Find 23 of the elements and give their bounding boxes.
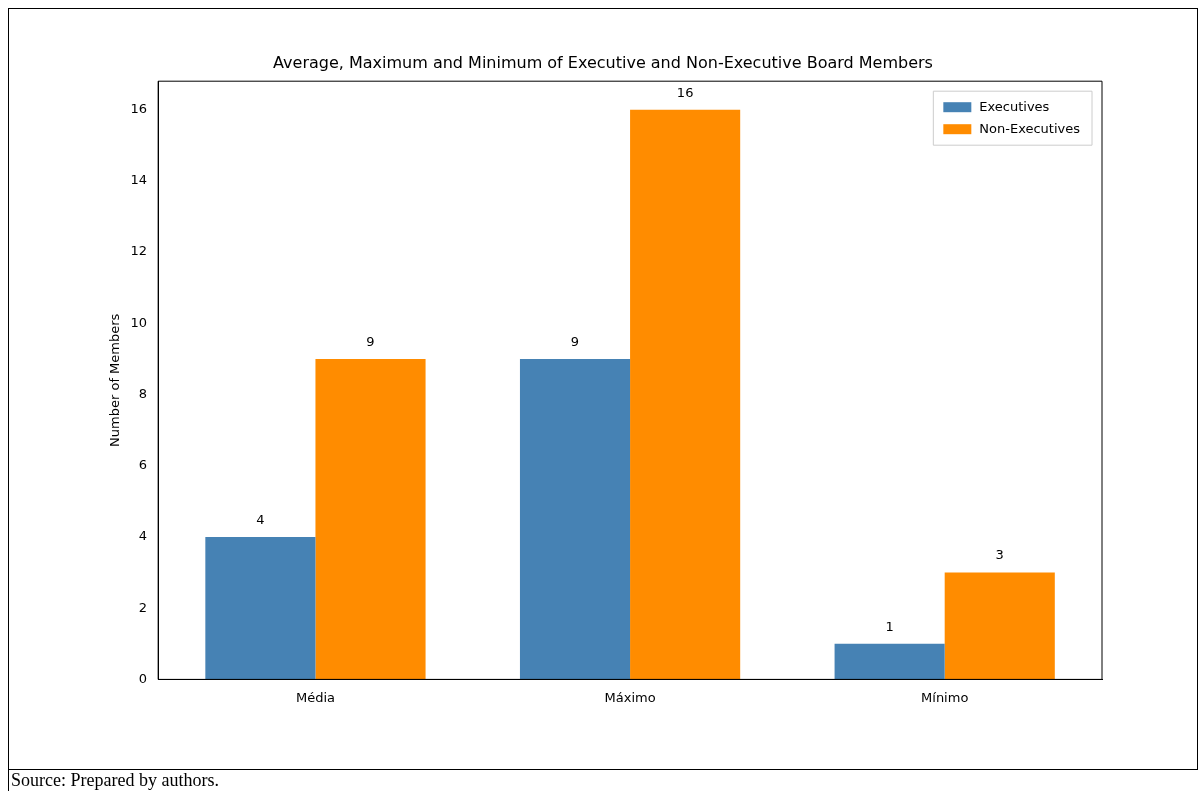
chart-title: Average, Maximum and Minimum of Executive and Non-Executive Board Members: [273, 52, 933, 72]
y-tick-label: 4: [138, 528, 148, 544]
y-tick-label: 14: [130, 172, 148, 188]
legend-label: Non-Executives: [979, 120, 1081, 136]
y-tick-label: 2: [138, 599, 148, 615]
y-tick-label: 8: [138, 385, 148, 401]
y-tick-label: 16: [130, 101, 148, 117]
y-tick-label: 0: [138, 670, 148, 686]
x-tick-label: Mínimo: [921, 689, 969, 705]
data-label: 4: [256, 511, 265, 527]
x-tick-label: Máximo: [604, 689, 656, 705]
data-label: 9: [366, 333, 375, 349]
legend-label: Executives: [979, 98, 1050, 114]
source-note: Source: Prepared by authors.: [8, 770, 1198, 791]
data-label: 9: [570, 333, 580, 349]
data-label: 3: [995, 547, 1004, 563]
y-tick-label: 10: [130, 314, 148, 330]
y-tick-label: 12: [130, 243, 148, 259]
data-label: 1: [885, 618, 894, 634]
data-label: 16: [676, 84, 694, 100]
x-tick-label: Média: [295, 689, 335, 705]
y-tick-label: 6: [138, 457, 148, 473]
y-axis-title: Number of Members: [107, 313, 123, 447]
